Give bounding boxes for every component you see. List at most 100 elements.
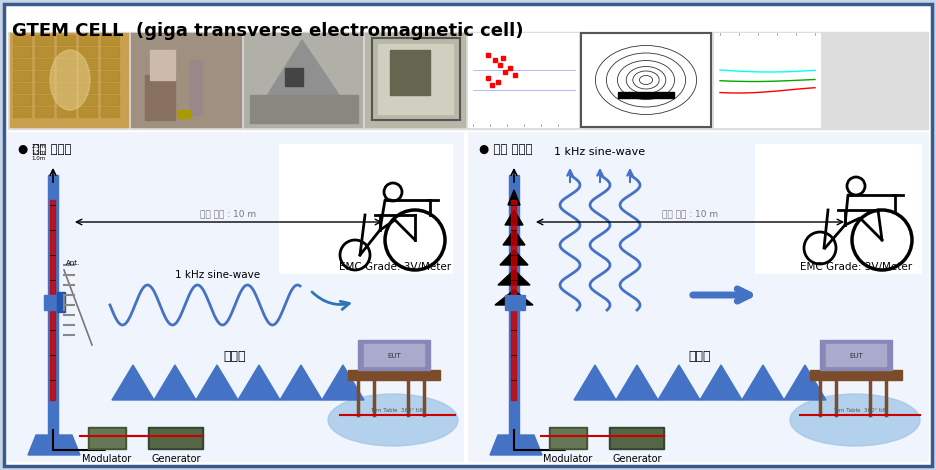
Bar [618, 92, 674, 98]
Bar [364, 344, 424, 366]
Polygon shape [490, 435, 542, 455]
Bar [50, 200, 55, 400]
Bar [190, 60, 202, 115]
Polygon shape [658, 365, 700, 400]
Bar [79, 95, 97, 105]
Bar [101, 47, 119, 57]
Bar [549, 427, 587, 449]
Text: 1 kHz sine-wave: 1 kHz sine-wave [554, 147, 646, 157]
Bar [57, 107, 75, 117]
Bar [101, 71, 119, 81]
Bar [88, 427, 126, 449]
Polygon shape [495, 290, 533, 305]
Bar [101, 95, 119, 105]
Text: Turn Table  360° tilt: Turn Table 360° tilt [371, 408, 424, 413]
Bar [57, 71, 75, 81]
Bar [57, 83, 75, 93]
Polygon shape [616, 365, 658, 400]
Bar [35, 83, 53, 93]
Bar [13, 95, 31, 105]
Bar [10, 33, 128, 127]
Bar [57, 47, 75, 57]
Bar [13, 107, 31, 117]
Bar [611, 429, 662, 447]
Bar [57, 59, 75, 69]
Polygon shape [322, 365, 364, 400]
Bar [57, 292, 65, 312]
Polygon shape [28, 435, 80, 455]
Polygon shape [742, 365, 784, 400]
Bar [509, 175, 519, 437]
Polygon shape [505, 210, 523, 225]
Text: Turn Table  360° tilt: Turn Table 360° tilt [833, 408, 886, 413]
Bar [13, 71, 31, 81]
Bar [79, 35, 97, 45]
Polygon shape [112, 365, 154, 400]
Bar [79, 71, 97, 81]
Bar [609, 427, 664, 449]
Text: 반사체: 반사체 [224, 350, 246, 363]
Bar [101, 59, 119, 69]
Text: Ant.: Ant. [66, 260, 80, 266]
Bar [250, 95, 358, 123]
Bar [35, 47, 53, 57]
Text: Modulator: Modulator [82, 454, 132, 464]
Bar [244, 33, 362, 127]
Bar [810, 370, 902, 380]
Bar [756, 145, 921, 273]
Bar [280, 145, 452, 273]
Bar [79, 47, 97, 57]
Polygon shape [250, 40, 358, 123]
Bar [57, 35, 75, 45]
Ellipse shape [328, 394, 458, 446]
Text: 측정 거리 : 10 m: 측정 거리 : 10 m [200, 209, 256, 218]
Polygon shape [500, 250, 528, 265]
Bar [714, 33, 820, 127]
Bar [390, 50, 430, 95]
Text: ● 시험 배치도: ● 시험 배치도 [18, 143, 71, 156]
Bar [150, 50, 175, 80]
Bar [35, 95, 53, 105]
Ellipse shape [50, 50, 90, 110]
Bar [178, 110, 190, 118]
Bar [145, 75, 175, 120]
Bar [57, 95, 75, 105]
Bar [8, 32, 928, 129]
Bar [826, 344, 886, 366]
Text: Generator: Generator [612, 454, 662, 464]
Polygon shape [238, 365, 280, 400]
Bar [365, 33, 465, 127]
Bar [148, 427, 203, 449]
Text: ● 시험 배치도: ● 시험 배치도 [479, 143, 533, 156]
Text: EMC Grade: 3V/Meter: EMC Grade: 3V/Meter [800, 262, 912, 272]
Bar [820, 340, 892, 370]
Bar [35, 107, 53, 117]
Polygon shape [280, 365, 322, 400]
Bar [468, 33, 578, 127]
Text: 2.5m
1.5m
1.0m: 2.5m 1.5m 1.0m [32, 144, 46, 161]
Text: GTEM CELL  (giga transverse electromagnetic cell): GTEM CELL (giga transverse electromagnet… [12, 22, 523, 40]
Bar [101, 107, 119, 117]
Bar [13, 59, 31, 69]
Bar [79, 83, 97, 93]
Text: EMC Grade: 3V/Meter: EMC Grade: 3V/Meter [339, 262, 451, 272]
Bar [35, 71, 53, 81]
Text: Generator: Generator [152, 454, 200, 464]
Polygon shape [574, 365, 616, 400]
Bar [90, 429, 124, 447]
Bar [372, 38, 460, 120]
Bar [581, 33, 711, 127]
Bar [13, 47, 31, 57]
Bar [551, 429, 585, 447]
Text: Modulator: Modulator [544, 454, 592, 464]
Bar [348, 370, 440, 380]
Polygon shape [503, 230, 525, 245]
Bar [79, 107, 97, 117]
Bar [101, 35, 119, 45]
Text: 측정 거리 : 10 m: 측정 거리 : 10 m [662, 209, 718, 218]
Bar [285, 68, 303, 86]
Polygon shape [154, 365, 196, 400]
Bar [48, 175, 58, 437]
Bar [13, 83, 31, 93]
Polygon shape [700, 365, 742, 400]
